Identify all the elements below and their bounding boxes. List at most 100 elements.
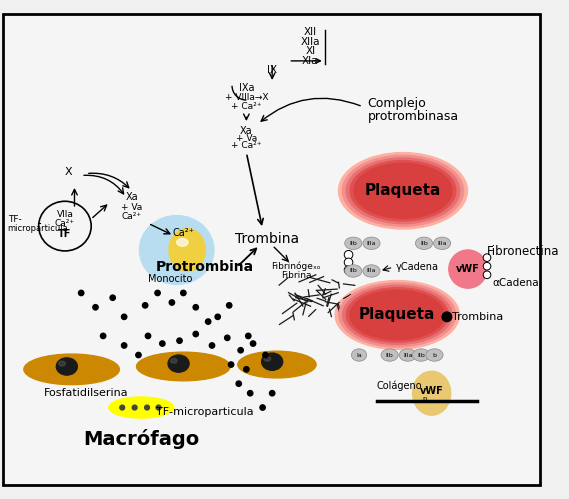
Ellipse shape xyxy=(171,358,177,363)
Ellipse shape xyxy=(262,353,283,370)
Circle shape xyxy=(93,304,98,310)
Circle shape xyxy=(193,304,199,310)
Circle shape xyxy=(246,333,251,339)
Text: protrombinasa: protrombinasa xyxy=(368,110,459,123)
Text: vWF: vWF xyxy=(456,264,480,274)
Ellipse shape xyxy=(413,349,430,361)
Text: b: b xyxy=(432,352,436,357)
Text: Ia: Ia xyxy=(356,352,362,357)
Text: p: p xyxy=(423,396,427,402)
Text: Protrombina: Protrombina xyxy=(156,260,254,274)
Circle shape xyxy=(236,381,241,386)
Ellipse shape xyxy=(350,290,444,340)
Ellipse shape xyxy=(363,265,380,277)
Ellipse shape xyxy=(339,283,456,347)
Circle shape xyxy=(132,405,137,410)
Ellipse shape xyxy=(483,271,491,278)
Ellipse shape xyxy=(343,285,452,344)
Text: Trombina: Trombina xyxy=(236,232,299,246)
Ellipse shape xyxy=(56,358,77,375)
Ellipse shape xyxy=(350,161,456,221)
Ellipse shape xyxy=(264,356,271,361)
Circle shape xyxy=(260,405,265,410)
Text: Fosfatidilserina: Fosfatidilserina xyxy=(44,388,128,398)
Ellipse shape xyxy=(24,354,119,385)
Text: + Va: + Va xyxy=(236,134,257,143)
Circle shape xyxy=(181,290,186,295)
Circle shape xyxy=(238,348,244,353)
Text: X: X xyxy=(65,167,73,177)
Ellipse shape xyxy=(137,352,230,381)
Text: Ca²⁺: Ca²⁺ xyxy=(55,219,75,228)
Text: XII: XII xyxy=(304,27,317,37)
Ellipse shape xyxy=(413,371,451,415)
Ellipse shape xyxy=(399,349,417,361)
Circle shape xyxy=(250,341,255,346)
Ellipse shape xyxy=(238,351,316,378)
Circle shape xyxy=(120,405,125,410)
Text: + Va: + Va xyxy=(121,203,142,212)
Ellipse shape xyxy=(345,237,362,250)
Text: + VIIIa→X: + VIIIa→X xyxy=(225,93,268,102)
Ellipse shape xyxy=(344,258,353,266)
Ellipse shape xyxy=(381,349,398,361)
Circle shape xyxy=(79,290,84,295)
Circle shape xyxy=(205,319,211,324)
Text: XIa: XIa xyxy=(302,56,319,66)
Circle shape xyxy=(225,335,230,340)
Text: VIIa: VIIa xyxy=(56,210,73,219)
Circle shape xyxy=(270,391,275,396)
Ellipse shape xyxy=(426,349,443,361)
Text: IIIa: IIIa xyxy=(366,241,376,246)
Circle shape xyxy=(145,405,150,410)
Text: IIb: IIb xyxy=(349,241,357,246)
Ellipse shape xyxy=(345,265,362,277)
Ellipse shape xyxy=(483,262,491,270)
Text: IIIa: IIIa xyxy=(366,268,376,273)
Circle shape xyxy=(136,352,141,358)
Circle shape xyxy=(160,341,165,346)
Text: IIb: IIb xyxy=(420,241,428,246)
Text: Complejo: Complejo xyxy=(368,97,426,110)
Text: Ca²⁺: Ca²⁺ xyxy=(122,212,142,221)
Ellipse shape xyxy=(483,254,491,261)
Circle shape xyxy=(442,312,452,321)
Ellipse shape xyxy=(347,288,448,342)
Ellipse shape xyxy=(347,158,460,224)
Ellipse shape xyxy=(168,355,189,372)
Text: microparticula: microparticula xyxy=(7,224,68,233)
Circle shape xyxy=(101,333,106,339)
Text: IIb: IIb xyxy=(349,268,357,273)
Text: TF-: TF- xyxy=(7,215,22,224)
Circle shape xyxy=(142,303,148,308)
Ellipse shape xyxy=(344,266,353,274)
Text: Colágeno: Colágeno xyxy=(376,380,422,391)
Text: Plaqueta: Plaqueta xyxy=(365,183,441,198)
Ellipse shape xyxy=(109,397,174,418)
Text: Macrófago: Macrófago xyxy=(83,429,200,449)
Text: αCadena: αCadena xyxy=(493,278,539,288)
Circle shape xyxy=(248,391,253,396)
Text: Monocito: Monocito xyxy=(148,273,192,283)
Ellipse shape xyxy=(343,155,464,226)
Circle shape xyxy=(145,333,151,339)
Text: TF-microparticula: TF-microparticula xyxy=(156,407,254,417)
Text: Fibronectina: Fibronectina xyxy=(487,246,559,258)
Circle shape xyxy=(244,367,249,372)
Circle shape xyxy=(177,338,182,343)
Ellipse shape xyxy=(434,237,451,250)
Circle shape xyxy=(156,405,161,410)
Circle shape xyxy=(169,300,175,305)
Circle shape xyxy=(226,303,232,308)
Ellipse shape xyxy=(344,250,353,259)
Text: IIb: IIb xyxy=(386,352,394,357)
Ellipse shape xyxy=(352,349,366,361)
Text: + Ca²⁺: + Ca²⁺ xyxy=(231,102,262,111)
Ellipse shape xyxy=(354,163,452,218)
Circle shape xyxy=(209,343,215,348)
Circle shape xyxy=(121,314,127,319)
Circle shape xyxy=(193,331,199,337)
Text: IIIa: IIIa xyxy=(438,241,447,246)
Ellipse shape xyxy=(339,153,468,229)
Circle shape xyxy=(263,352,268,358)
